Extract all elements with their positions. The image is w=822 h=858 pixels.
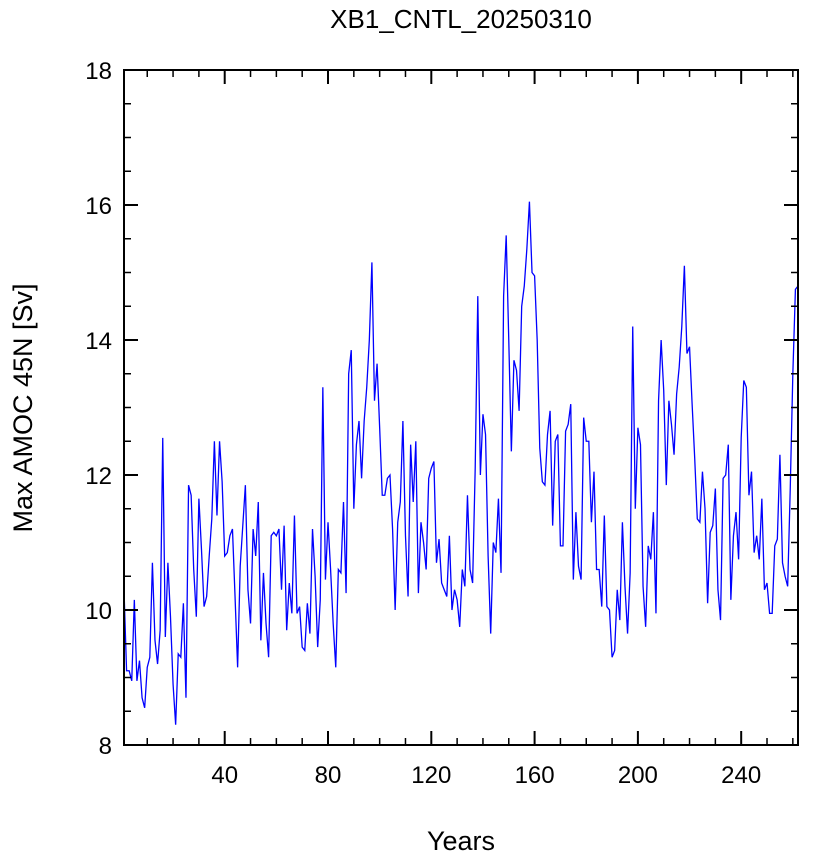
x-tick-label: 80: [315, 762, 342, 789]
x-tick-label: 240: [721, 762, 761, 789]
plot-frame: [123, 69, 799, 746]
y-tick-label: 8: [99, 733, 112, 760]
y-axis-label: Max AMOC 45N [Sv]: [8, 283, 38, 532]
x-axis-label: Years: [427, 826, 495, 856]
y-tick-label: 14: [85, 328, 112, 355]
x-tick-label: 120: [411, 762, 451, 789]
chart-title: XB1_CNTL_20250310: [330, 4, 592, 34]
x-tick-label: 40: [211, 762, 238, 789]
y-tick-label: 16: [85, 193, 112, 220]
y-tick-label: 18: [85, 58, 112, 85]
x-tick-label: 200: [618, 762, 658, 789]
data-line: [123, 201, 799, 725]
y-tick-label: 12: [85, 463, 112, 490]
x-tick-label: 160: [515, 762, 555, 789]
y-tick-label: 10: [85, 598, 112, 625]
